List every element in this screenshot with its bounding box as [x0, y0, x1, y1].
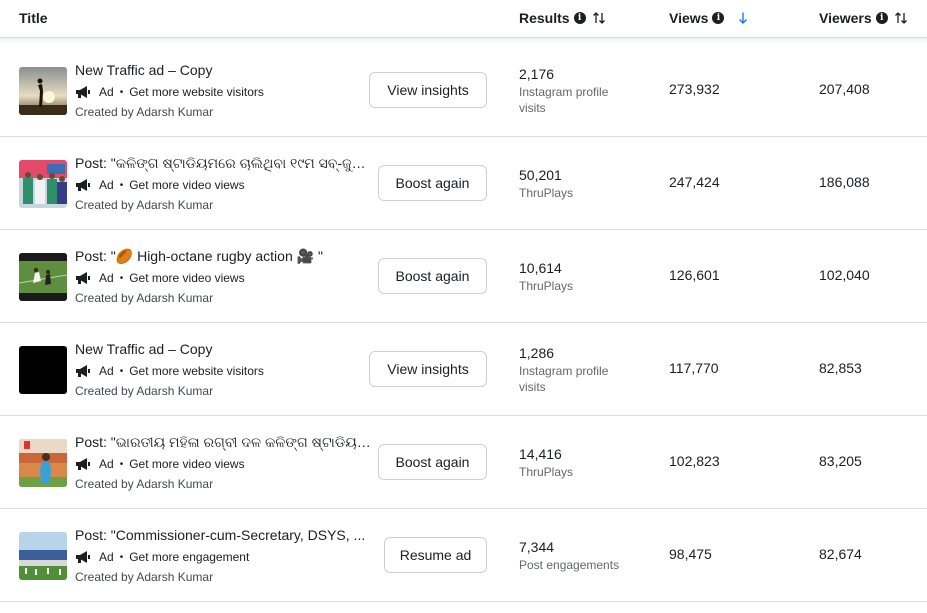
ad-thumbnail[interactable] — [19, 160, 67, 208]
ad-name[interactable]: New Traffic ad – Copy — [75, 62, 213, 78]
sort-icon[interactable] — [894, 11, 908, 25]
table-row[interactable]: Post: "Commissioner-cum-Secretary, DSYS,… — [0, 509, 927, 602]
column-header-viewers[interactable]: Viewers i — [819, 10, 908, 26]
megaphone-icon — [76, 179, 90, 191]
ad-meta: Ad • Get more engagement — [75, 550, 249, 564]
ad-goal: Get more video views — [129, 178, 245, 192]
table-row[interactable]: New Traffic ad – Copy Ad • Get more webs… — [0, 323, 927, 416]
result-value: 7,344 — [519, 539, 555, 555]
ad-thumbnail[interactable] — [19, 67, 67, 115]
column-header-results[interactable]: Results i — [519, 10, 606, 26]
viewers-value: 102,040 — [819, 267, 870, 283]
boost-again-button[interactable]: Boost again — [378, 165, 487, 201]
result-label: ThruPlays — [519, 279, 574, 293]
ad-goal: Get more website visitors — [129, 364, 264, 378]
result-value: 10,614 — [519, 260, 562, 276]
megaphone-icon — [76, 86, 90, 98]
result-label: ThruPlays — [519, 465, 574, 479]
ad-thumbnail[interactable] — [19, 346, 67, 394]
ad-thumbnail[interactable] — [19, 532, 67, 580]
info-icon[interactable]: i — [573, 12, 586, 24]
ad-type: Ad — [99, 271, 114, 285]
ad-type: Ad — [99, 364, 114, 378]
separator-dot: • — [119, 86, 124, 98]
header-shadow — [0, 38, 927, 44]
views-value: 102,823 — [669, 453, 720, 469]
result-value: 50,201 — [519, 167, 562, 183]
result-label: Post engagements — [519, 558, 620, 572]
table-row[interactable]: Post: "🏉 High-octane rugby action 🎥 " Ad… — [0, 230, 927, 323]
ad-name[interactable]: Post: "ଭାରତୀୟ ମହିଳା ରଗ୍‌ବୀ ଦଳ କଳିଙ୍ଗ ଷ୍ଟ… — [75, 434, 375, 450]
result-value: 14,416 — [519, 446, 562, 462]
ad-meta: Ad • Get more website visitors — [75, 364, 264, 378]
ad-meta: Ad • Get more website visitors — [75, 85, 264, 99]
viewers-value: 83,205 — [819, 453, 862, 469]
views-value: 98,475 — [669, 546, 712, 562]
megaphone-icon — [76, 551, 90, 563]
ad-creator: Created by Adarsh Kumar — [75, 198, 214, 212]
ad-type: Ad — [99, 457, 114, 471]
ad-goal: Get more website visitors — [129, 85, 264, 99]
ad-type: Ad — [99, 178, 114, 192]
ad-name[interactable]: Post: "କଳିଙ୍ଗ ଷ୍ଟାଡିୟମରେ ଚାଲିଥିବା ୧୯ମ ସବ… — [75, 155, 375, 171]
column-header-views[interactable]: Views i — [669, 10, 750, 26]
table-row[interactable]: New Traffic ad – Copy Ad • Get more webs… — [0, 44, 927, 137]
boost-again-button[interactable]: Boost again — [378, 444, 487, 480]
view-insights-button[interactable]: View insights — [369, 72, 487, 108]
viewers-value: 186,088 — [819, 174, 870, 190]
sort-desc-icon[interactable] — [736, 11, 750, 25]
ad-goal: Get more video views — [129, 457, 245, 471]
ad-meta: Ad • Get more video views — [75, 457, 245, 471]
info-icon[interactable]: i — [712, 12, 725, 24]
boost-again-button[interactable]: Boost again — [378, 258, 487, 294]
separator-dot: • — [119, 458, 124, 470]
table-row[interactable]: Post: "ଭାରତୀୟ ମହିଳା ରଗ୍‌ବୀ ଦଳ କଳିଙ୍ଗ ଷ୍ଟ… — [0, 416, 927, 509]
views-value: 273,932 — [669, 81, 720, 97]
result-value: 2,176 — [519, 66, 555, 82]
result-value: 1,286 — [519, 345, 555, 361]
views-value: 247,424 — [669, 174, 720, 190]
ad-name[interactable]: Post: "🏉 High-octane rugby action 🎥 " — [75, 248, 323, 264]
megaphone-icon — [76, 272, 90, 284]
column-header-title[interactable]: Title — [19, 10, 48, 26]
table-header: Title Results i Views i Viewers i — [0, 0, 927, 38]
separator-dot: • — [119, 272, 124, 284]
ad-meta: Ad • Get more video views — [75, 271, 245, 285]
sort-icon[interactable] — [592, 11, 606, 25]
table-row[interactable]: Post: "କଳିଙ୍ଗ ଷ୍ଟାଡିୟମରେ ଚାଲିଥିବା ୧୯ମ ସବ… — [0, 137, 927, 230]
result-label: ThruPlays — [519, 186, 574, 200]
ad-goal: Get more video views — [129, 271, 245, 285]
ad-type: Ad — [99, 85, 114, 99]
ad-creator: Created by Adarsh Kumar — [75, 105, 214, 119]
viewers-value: 82,674 — [819, 546, 862, 562]
ad-creator: Created by Adarsh Kumar — [75, 570, 214, 584]
result-label: Instagram profile visits — [519, 364, 609, 394]
ad-creator: Created by Adarsh Kumar — [75, 291, 214, 305]
view-insights-button[interactable]: View insights — [369, 351, 487, 387]
ad-thumbnail[interactable] — [19, 253, 67, 301]
separator-dot: • — [119, 365, 124, 377]
ad-type: Ad — [99, 550, 114, 564]
ad-creator: Created by Adarsh Kumar — [75, 384, 214, 398]
info-icon[interactable]: i — [875, 12, 888, 24]
views-value: 126,601 — [669, 267, 720, 283]
megaphone-icon — [76, 365, 90, 377]
ad-name[interactable]: Post: "Commissioner-cum-Secretary, DSYS,… — [75, 527, 366, 543]
ad-meta: Ad • Get more video views — [75, 178, 245, 192]
megaphone-icon — [76, 458, 90, 470]
separator-dot: • — [119, 551, 124, 563]
views-value: 117,770 — [669, 360, 719, 376]
viewers-value: 207,408 — [819, 81, 870, 97]
separator-dot: • — [119, 179, 124, 191]
ad-creator: Created by Adarsh Kumar — [75, 477, 214, 491]
ad-name[interactable]: New Traffic ad – Copy — [75, 341, 213, 357]
ad-goal: Get more engagement — [129, 550, 250, 564]
resume-ad-button[interactable]: Resume ad — [384, 537, 487, 573]
viewers-value: 82,853 — [819, 360, 862, 376]
ad-thumbnail[interactable] — [19, 439, 67, 487]
result-label: Instagram profile visits — [519, 85, 609, 115]
